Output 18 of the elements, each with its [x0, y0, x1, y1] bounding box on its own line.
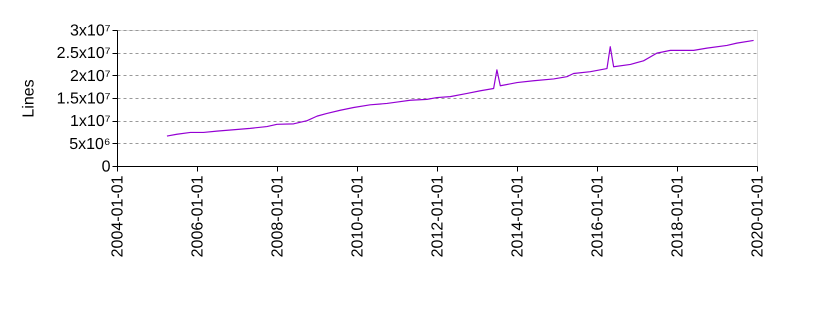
y-tick-label: 1.5x10⁷ [56, 90, 111, 108]
y-tick-label: 1x10⁷ [70, 113, 111, 130]
x-tick-label: 2010-01-01 [350, 175, 367, 258]
x-tick-label: 2008-01-01 [270, 175, 286, 258]
y-tick-label: 3x10⁷ [70, 22, 111, 40]
x-tick-label: 2004-01-01 [110, 175, 126, 258]
y-tick-label: 2x10⁷ [70, 68, 111, 85]
x-tick-label: 2020-01-01 [750, 175, 766, 258]
x-tick-label: 2018-01-01 [670, 175, 687, 258]
x-tick-label: 2012-01-01 [430, 175, 446, 258]
line-series [166, 40, 754, 137]
x-tick-label: 2014-01-01 [510, 175, 527, 258]
x-tick-label: 2016-01-01 [590, 175, 606, 258]
y-axis-title: Lines [20, 79, 38, 118]
x-tick-label: 2006-01-01 [190, 175, 207, 258]
y-tick-label: 2.5x10⁷ [56, 45, 111, 62]
y-tick-label: 5x10⁶ [69, 136, 110, 153]
y-tick-label: 0 [102, 158, 111, 176]
